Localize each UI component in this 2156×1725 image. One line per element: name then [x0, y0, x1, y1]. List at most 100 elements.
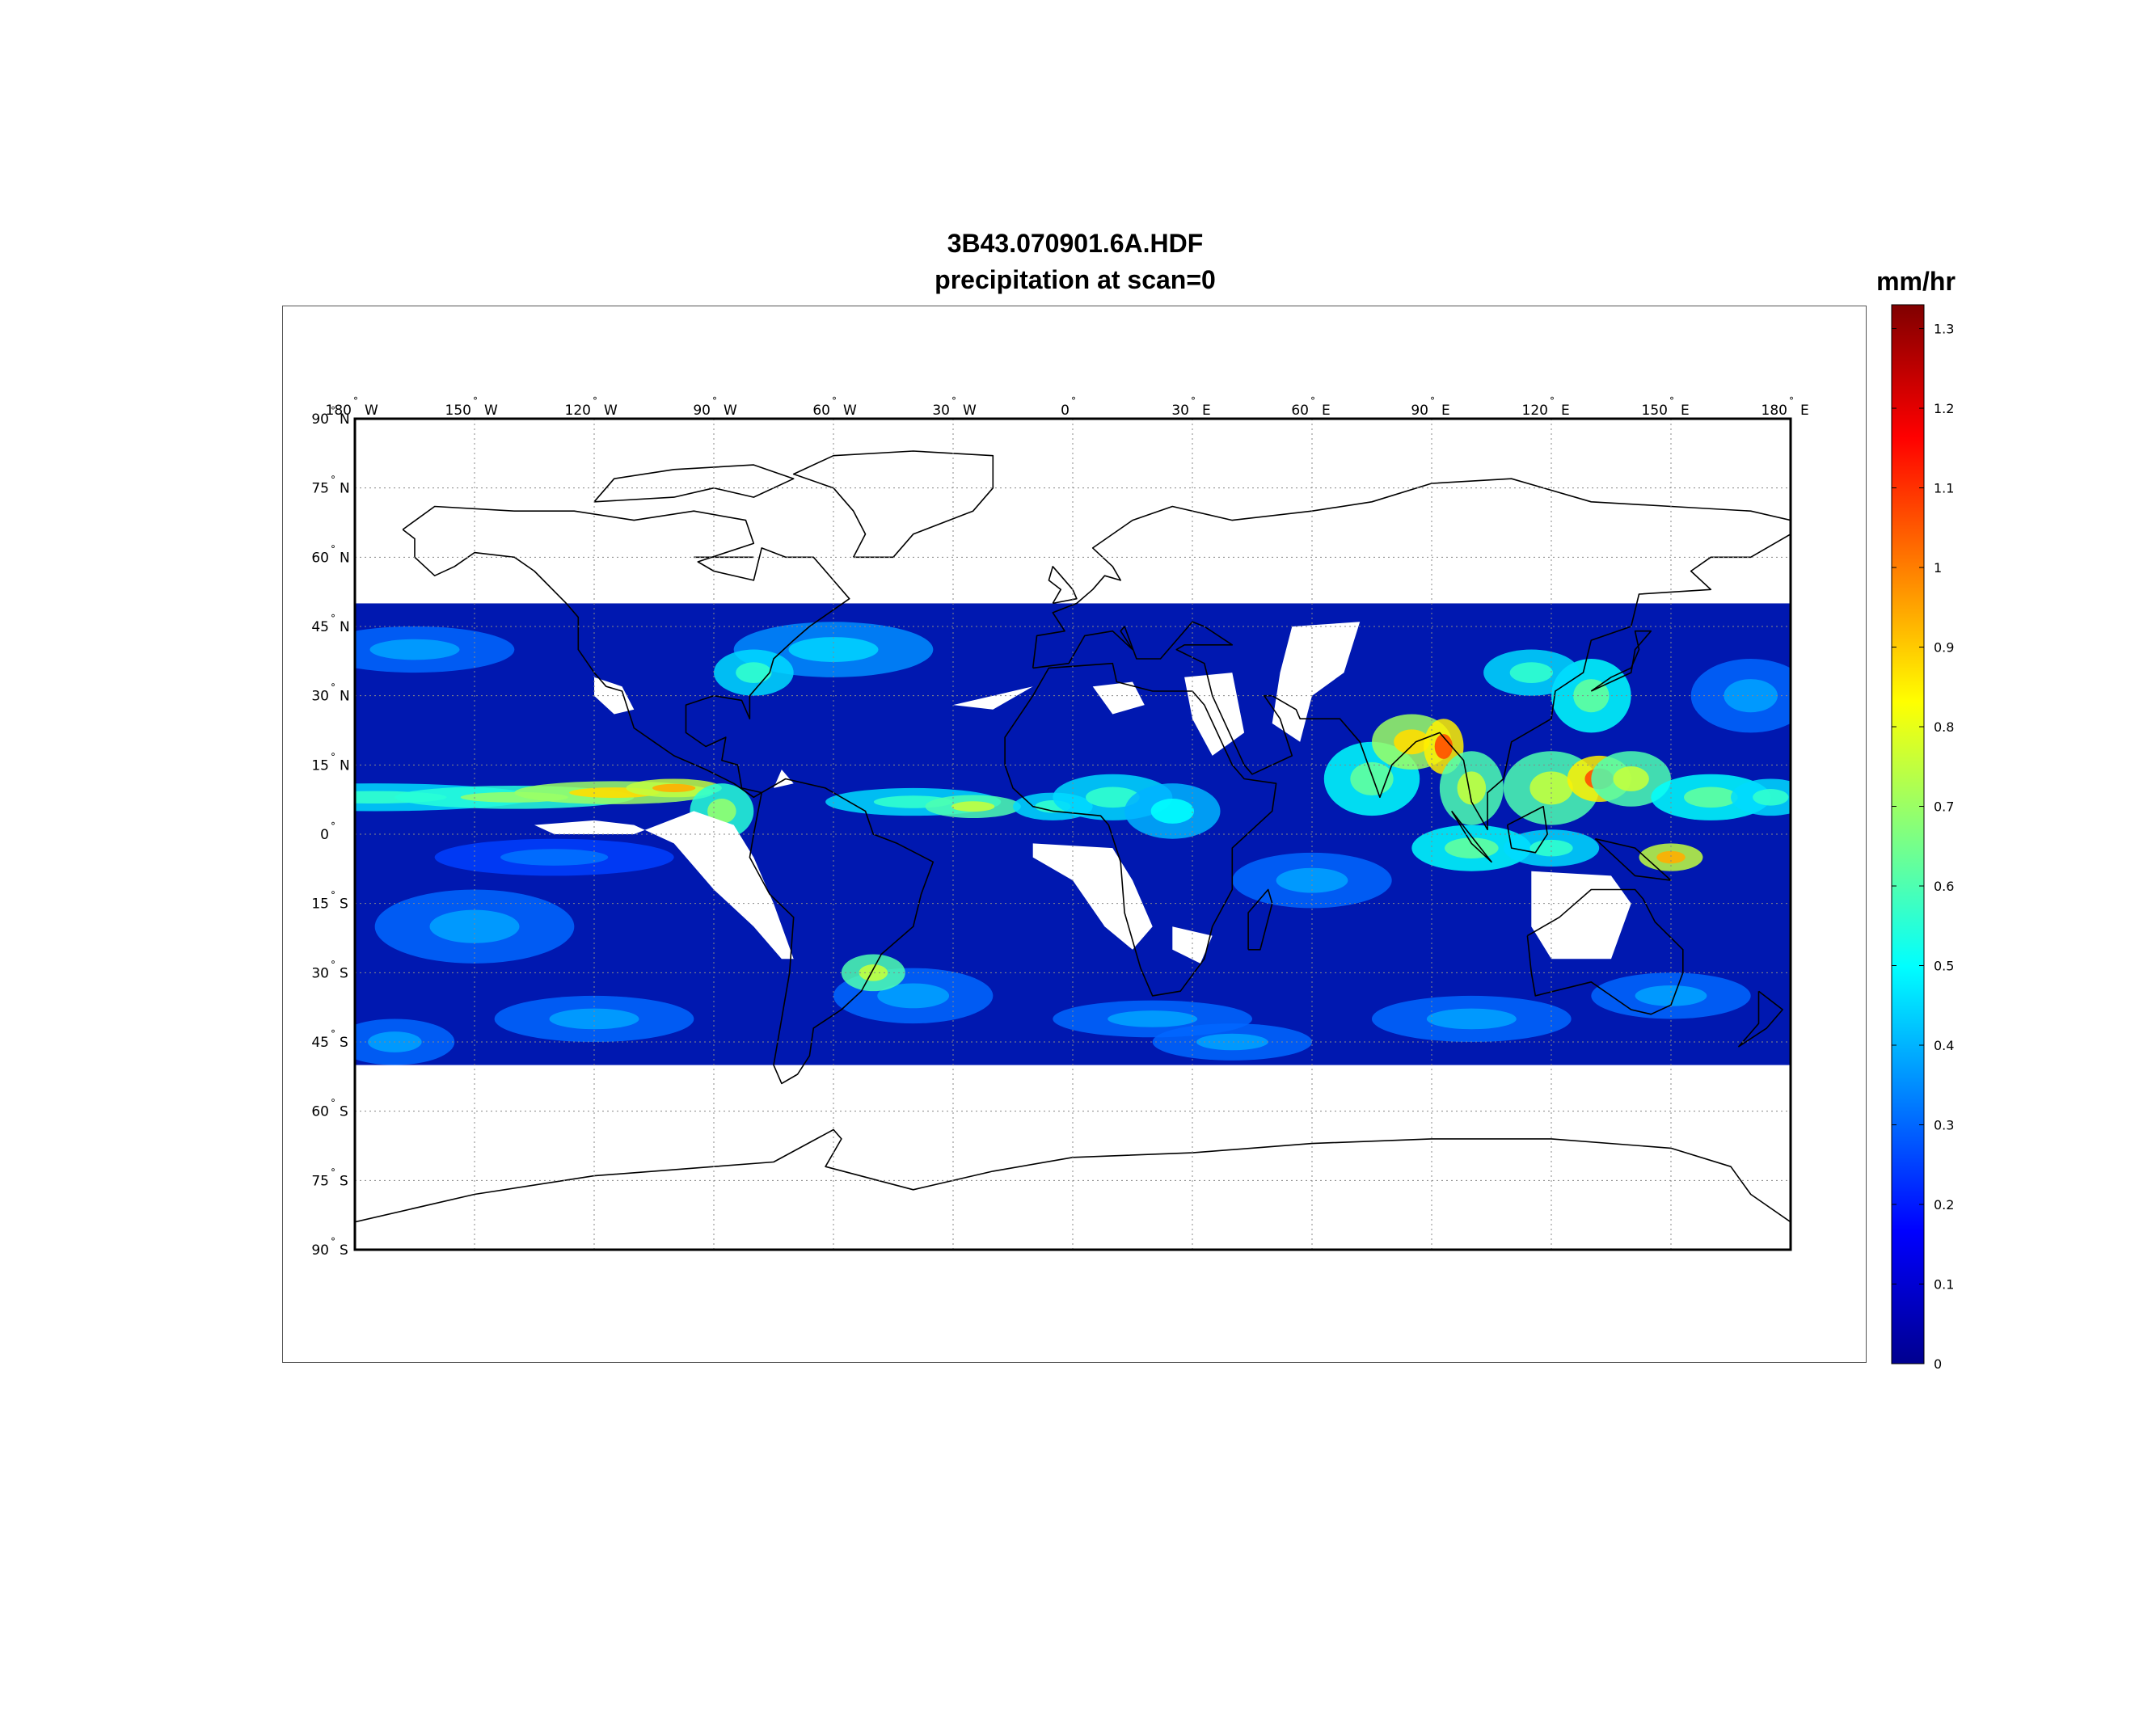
degree-symbol: °	[331, 682, 335, 694]
lon-tick-label: 60	[812, 403, 830, 419]
colorbar-tick-label: 1	[1934, 560, 1942, 576]
lat-tick-label: 30	[311, 689, 329, 705]
colorbar-tick-label: 1.1	[1934, 481, 1954, 496]
lon-hemisphere-label: E	[1561, 403, 1570, 419]
degree-symbol: °	[473, 395, 478, 407]
lat-tick-label: 45	[311, 619, 329, 635]
colorbar-tick-label: 1.2	[1934, 401, 1954, 416]
degree-symbol: °	[331, 613, 335, 624]
lon-tick-label: 30	[932, 403, 950, 419]
colorbar-tick-label: 0.9	[1934, 640, 1954, 656]
lat-hemisphere-label: N	[340, 757, 350, 774]
degree-symbol: °	[331, 474, 335, 486]
lat-hemisphere-label: N	[340, 481, 350, 497]
lat-tick-label: 30	[311, 965, 329, 981]
lon-hemisphere-label: W	[484, 403, 498, 419]
colorbar-tick-label: 0.3	[1934, 1118, 1954, 1133]
degree-symbol: °	[331, 751, 335, 762]
colorbar-tick-label: 0.4	[1934, 1038, 1954, 1053]
degree-symbol: °	[331, 820, 335, 832]
degree-symbol: °	[1789, 395, 1794, 407]
lon-tick-label: 0	[1061, 403, 1070, 419]
graticule	[355, 419, 1791, 1250]
lon-hemisphere-label: E	[1322, 403, 1331, 419]
colorbar: 0 0.1 0.2 0.3 0.4 0.5 0.6 0.7 0.8 0.9 1 1.1 1.2 1.3	[1891, 304, 1954, 1372]
lon-tick-label: 120	[1522, 403, 1548, 419]
figure-subtitle: precipitation at scan=0	[935, 265, 1216, 294]
degree-symbol: °	[951, 395, 956, 407]
lat-hemisphere-label: N	[340, 689, 350, 705]
lon-tick-label: 30	[1171, 403, 1189, 419]
lon-tick-label: 90	[1411, 403, 1428, 419]
lat-tick-label: 60	[311, 550, 329, 566]
lat-hemisphere-label: N	[340, 411, 350, 428]
lon-hemisphere-label: W	[365, 403, 378, 419]
colorbar-tick-label: 0	[1934, 1356, 1942, 1372]
lat-tick-label: 15	[311, 757, 329, 774]
degree-symbol: °	[331, 1236, 335, 1247]
degree-symbol: °	[331, 959, 335, 970]
degree-symbol: °	[1550, 395, 1555, 407]
lat-tick-label: 90	[311, 1242, 329, 1259]
degree-symbol: °	[353, 395, 358, 407]
degree-symbol: °	[1191, 395, 1196, 407]
degree-symbol: °	[331, 890, 335, 901]
lon-hemisphere-label: W	[843, 403, 857, 419]
lat-hemisphere-label: S	[340, 896, 348, 913]
figure-title: 3B43.070901.6A.HDF	[947, 229, 1204, 258]
lat-hemisphere-label: S	[340, 1035, 348, 1051]
lon-hemisphere-label: W	[724, 403, 737, 419]
lat-tick-label: 90	[311, 411, 329, 428]
colorbar-tick-label: 0.6	[1934, 879, 1954, 894]
degree-symbol: °	[331, 1166, 335, 1178]
missing-data-regions	[534, 622, 1631, 964]
lon-tick-label: 120	[565, 403, 591, 419]
colorbar-ticks: 0 0.1 0.2 0.3 0.4 0.5 0.6 0.7 0.8 0.9 1 1.1 1.2 1.3	[1892, 322, 1954, 1372]
lat-hemisphere-label: S	[340, 1173, 348, 1189]
colorbar-tick-label: 0.1	[1934, 1277, 1954, 1293]
degree-symbol: °	[832, 395, 837, 407]
lon-hemisphere-label: W	[604, 403, 618, 419]
degree-symbol: °	[1071, 395, 1076, 407]
lon-tick-label: 180	[1762, 403, 1787, 419]
map-border	[353, 417, 1792, 1251]
lat-tick-label: 0	[320, 827, 329, 843]
colorbar-tick-label: 0.8	[1934, 719, 1954, 735]
lat-hemisphere-label: S	[340, 1242, 348, 1259]
lon-hemisphere-label: W	[963, 403, 977, 419]
colorbar-tick-label: 0.7	[1934, 799, 1954, 815]
latitude-tick-labels: 90°N75°N60°N45°N30°N15°N0°15°S30°S45°S60…	[311, 405, 349, 1259]
degree-symbol: °	[331, 1098, 335, 1109]
degree-symbol: °	[593, 395, 597, 407]
lat-tick-label: 45	[311, 1035, 329, 1051]
lon-tick-label: 180	[326, 403, 352, 419]
lat-tick-label: 60	[311, 1104, 329, 1120]
lon-hemisphere-label: E	[1681, 403, 1690, 419]
colorbar-tick-label: 1.3	[1934, 322, 1954, 337]
lon-tick-label: 90	[693, 403, 711, 419]
lon-tick-label: 150	[1642, 403, 1668, 419]
lat-hemisphere-label: S	[340, 965, 348, 981]
lon-hemisphere-label: E	[1441, 403, 1450, 419]
lat-tick-label: 75	[311, 481, 329, 497]
lon-hemisphere-label: E	[1800, 403, 1809, 419]
colorbar-tick-label: 0.5	[1934, 959, 1954, 974]
lon-tick-label: 150	[445, 403, 471, 419]
degree-symbol: °	[1669, 395, 1674, 407]
lon-tick-label: 60	[1291, 403, 1309, 419]
lat-hemisphere-label: S	[340, 1104, 348, 1120]
lat-tick-label: 75	[311, 1173, 329, 1189]
degree-symbol: °	[331, 543, 335, 555]
degree-symbol: °	[712, 395, 717, 407]
lat-tick-label: 15	[311, 896, 329, 913]
degree-symbol: °	[1430, 395, 1435, 407]
longitude-tick-labels: 180°W 150°W 120°W 90°W 60°W 30°W 0°30°E 60°E 90°…	[326, 395, 1809, 419]
axes-frame	[282, 306, 1867, 1363]
colorbar-unit-label: mm/hr	[1876, 267, 1956, 296]
degree-symbol: °	[331, 1028, 335, 1040]
degree-symbol: °	[1310, 395, 1315, 407]
lat-hemisphere-label: N	[340, 619, 350, 635]
lon-hemisphere-label: E	[1202, 403, 1211, 419]
